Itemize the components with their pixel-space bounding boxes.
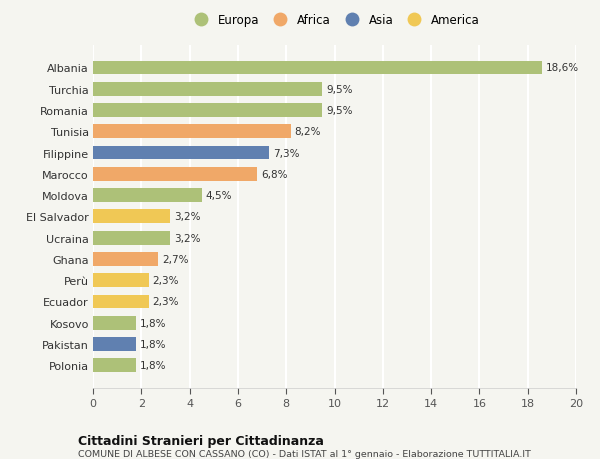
Text: 6,8%: 6,8% — [261, 169, 287, 179]
Bar — [93, 295, 149, 308]
Bar — [93, 83, 322, 96]
Bar — [93, 358, 136, 372]
Bar — [93, 189, 202, 202]
Text: 3,2%: 3,2% — [174, 233, 200, 243]
Text: 9,5%: 9,5% — [326, 106, 353, 116]
Text: 1,8%: 1,8% — [140, 360, 167, 370]
Bar — [93, 104, 322, 118]
Bar — [93, 316, 136, 330]
Bar — [93, 62, 542, 75]
Text: 4,5%: 4,5% — [205, 190, 232, 201]
Text: 2,7%: 2,7% — [162, 254, 188, 264]
Bar — [93, 252, 158, 266]
Text: 8,2%: 8,2% — [295, 127, 321, 137]
Text: 7,3%: 7,3% — [273, 148, 299, 158]
Bar — [93, 231, 170, 245]
Text: Cittadini Stranieri per Cittadinanza: Cittadini Stranieri per Cittadinanza — [78, 434, 324, 447]
Bar — [93, 146, 269, 160]
Text: COMUNE DI ALBESE CON CASSANO (CO) - Dati ISTAT al 1° gennaio - Elaborazione TUTT: COMUNE DI ALBESE CON CASSANO (CO) - Dati… — [78, 449, 531, 458]
Bar — [93, 274, 149, 287]
Text: 3,2%: 3,2% — [174, 212, 200, 222]
Bar — [93, 210, 170, 224]
Bar — [93, 337, 136, 351]
Text: 1,8%: 1,8% — [140, 318, 167, 328]
Text: 9,5%: 9,5% — [326, 84, 353, 95]
Legend: Europa, Africa, Asia, America: Europa, Africa, Asia, America — [186, 11, 483, 31]
Text: 2,3%: 2,3% — [152, 275, 179, 285]
Text: 1,8%: 1,8% — [140, 339, 167, 349]
Bar — [93, 125, 291, 139]
Bar — [93, 168, 257, 181]
Text: 2,3%: 2,3% — [152, 297, 179, 307]
Text: 18,6%: 18,6% — [546, 63, 579, 73]
